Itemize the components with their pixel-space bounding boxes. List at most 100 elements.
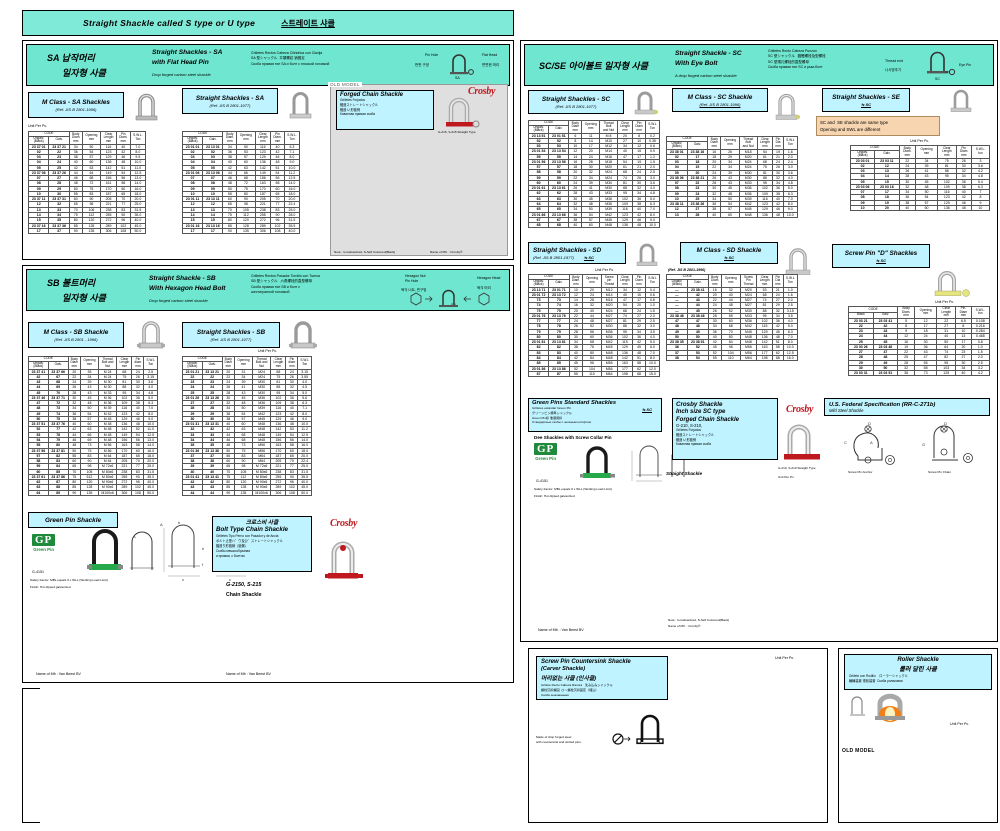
table-cell: 32 bbox=[772, 307, 784, 314]
table-row: 23 01 56 23 13 56 16 28 M18 54 19 1.5 bbox=[527, 158, 661, 166]
table-cell: 85 bbox=[68, 222, 83, 229]
table-cell: M 24 bbox=[97, 373, 118, 381]
table-cell: 3.15 bbox=[782, 307, 799, 314]
table-cell: 98 bbox=[236, 201, 256, 208]
table-cell: 109 bbox=[116, 400, 133, 407]
table-cell: 43 bbox=[720, 174, 740, 182]
table-row: 23 03 21 23 03 41 5 12 22 6.5 0.108 bbox=[848, 317, 991, 324]
table-cell: 77 bbox=[131, 463, 145, 470]
table-row: 17 37 90 135 306 108 50.0 bbox=[27, 227, 147, 235]
crosby-bolt-title-en: Bolt Type Chain Shackle bbox=[216, 526, 288, 533]
table-cell: 238 bbox=[116, 468, 133, 475]
table-cell: 1.6 bbox=[782, 291, 799, 299]
table-cell: 23 37 01 bbox=[27, 143, 50, 150]
table-row: 27 47 22 43 74 23 1.5 bbox=[848, 349, 991, 356]
table-cell: M24 bbox=[599, 169, 618, 176]
table-cell: 3.6 bbox=[143, 379, 158, 386]
table-cell: 55 bbox=[68, 190, 83, 198]
table-cell: 68 bbox=[632, 370, 646, 378]
table-row: 08 23 30 45 M36 102 36 5.0 bbox=[666, 185, 799, 192]
table-cell: 23 01 71 bbox=[548, 286, 570, 293]
table-cell: 60 bbox=[131, 447, 145, 454]
table-cell: M 64 bbox=[97, 452, 118, 460]
table-cell: 108 bbox=[285, 489, 299, 496]
table-cell: 289 bbox=[116, 484, 133, 491]
table-cell: 10.0 bbox=[782, 344, 799, 351]
table-cell: 142 bbox=[116, 426, 133, 433]
table-cell: 3.15 bbox=[297, 368, 312, 375]
table-cell: 60 bbox=[68, 196, 83, 203]
table-cell: 40 bbox=[285, 405, 299, 412]
table-cell: 43 bbox=[581, 190, 601, 197]
table-row: 23 43 9 18 31 10 0.284 bbox=[848, 328, 991, 335]
table-cell: 43 bbox=[915, 173, 939, 180]
table-cell: 8.0 bbox=[644, 354, 661, 362]
table-cell: 3.5 bbox=[782, 312, 799, 320]
table-row: 47 47 30 60 M36 102 36 4.0 bbox=[666, 318, 799, 325]
table-cell: 0.9 bbox=[644, 148, 661, 155]
table-cell: 55 bbox=[707, 354, 722, 362]
table-row: 28 48 25 47 82 27 2.0 bbox=[848, 354, 991, 361]
table-cell: 11 bbox=[581, 132, 601, 139]
table-cell: 88 bbox=[116, 384, 133, 391]
table-cell: M36 bbox=[600, 328, 618, 335]
svg-text:A: A bbox=[870, 440, 873, 445]
table-cell: M30 bbox=[251, 379, 272, 386]
table-cell: 14 bbox=[581, 137, 601, 145]
table-cell: 4.0 bbox=[297, 379, 312, 386]
table-cell: 30 bbox=[955, 162, 972, 170]
table-row: 08 18 36 54 123 42 8 bbox=[849, 194, 991, 201]
table-cell: 135 bbox=[80, 489, 99, 496]
table-cell: 30 bbox=[285, 379, 299, 386]
table-cell: 8.0 bbox=[782, 339, 799, 346]
us-fed-chain-caption: Screw Pin Chain bbox=[928, 470, 951, 474]
table-row: 38 54 55 110 M64 198 68 16.0 bbox=[666, 354, 799, 362]
table-cell: 108 bbox=[131, 489, 145, 496]
table-cell: 110 bbox=[582, 370, 602, 378]
table-cell: 7.0 bbox=[644, 349, 661, 357]
table-cell: 238 bbox=[270, 468, 287, 475]
ss-sa-chip: Straight Shackles - SA (Ref. JIS B 2801-… bbox=[182, 88, 278, 114]
table-cell: M48 bbox=[251, 436, 272, 444]
table-cell: 40.0 bbox=[143, 479, 158, 486]
table-cell: 37 bbox=[48, 227, 70, 235]
sa-shackle-diagram bbox=[447, 53, 477, 75]
table-cell: M14 bbox=[600, 291, 618, 299]
table-row: 25 45 16 30 50 17 0.8 bbox=[848, 338, 991, 345]
table-row: 23 01 66 23 13 66 36 54 M42 123 42 8.0 bbox=[527, 211, 661, 218]
table-cell: 129 bbox=[116, 415, 133, 423]
sa-header-multilingual: Grilletes Rectos Cabeza Cilindrica con C… bbox=[251, 51, 330, 66]
table-cell: 6.3 bbox=[143, 400, 158, 407]
table-cell: 96 bbox=[131, 479, 145, 486]
table-cell: 3 bbox=[970, 157, 991, 164]
table-cell: 149 bbox=[270, 431, 287, 439]
column-header: Clear Length mm bbox=[100, 131, 117, 145]
table-cell: 26 bbox=[221, 384, 236, 391]
table-cell: 65 bbox=[548, 206, 570, 213]
table-cell: M48 bbox=[599, 222, 618, 229]
table-cell: 28 bbox=[686, 211, 709, 219]
table-cell: 32 bbox=[707, 190, 722, 197]
table-cell: M 39 bbox=[97, 405, 118, 412]
table-cell: 18 bbox=[707, 153, 722, 161]
svg-text:A: A bbox=[133, 534, 136, 539]
table-cell: 16.0 bbox=[283, 185, 301, 192]
table-row: 07 07 46 68 156 56 12.5 bbox=[181, 175, 301, 182]
table-cell: M 64 bbox=[97, 458, 118, 465]
table-cell: 28 bbox=[707, 312, 722, 320]
column-header: Ungalv. (Black) bbox=[527, 278, 550, 288]
table-cell: 38 bbox=[285, 400, 299, 407]
countersink-shackle-illustration bbox=[632, 712, 670, 752]
table-cell: 123 bbox=[116, 410, 133, 417]
crosby-sc-unit: Unit Per Pc. bbox=[778, 475, 795, 479]
table-cell: M36 bbox=[251, 394, 272, 402]
table-cell: 28 bbox=[581, 158, 601, 166]
table-cell: 38 bbox=[666, 354, 688, 362]
m-class-sb-table: CODE Body Diam mm Opening mm Thread Bolt and Nut… bbox=[28, 356, 158, 496]
column-header: Pin Diam. mm bbox=[115, 131, 131, 145]
column-header: Clear Length mm bbox=[254, 131, 272, 145]
table-cell: 53 bbox=[548, 143, 570, 150]
crosby-sc-title-2: Inch size SC type bbox=[676, 409, 726, 415]
table-cell: 67 bbox=[548, 216, 570, 224]
table-cell: 30 bbox=[67, 394, 82, 402]
